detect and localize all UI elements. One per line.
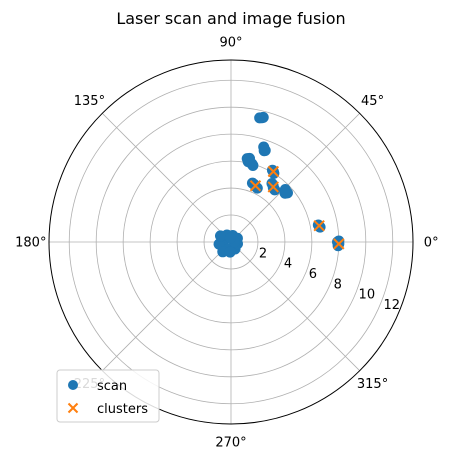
r-tick-labels: 2 4 6 8 10 12 [259,246,400,313]
r-gridline-1 [176,187,286,297]
cluster-point [267,165,280,178]
r-gridline-2 [149,160,313,324]
legend-label-clusters: clusters [97,402,148,417]
theta-gridline-5 [102,241,232,371]
scan-point [214,230,226,242]
data-marks [213,111,453,278]
cluster-point [249,180,262,192]
cluster-point [267,181,279,193]
r-tick-label: 10 [359,288,376,303]
r-tick-label: 2 [259,246,267,261]
theta-gridline-1 [230,113,360,243]
legend-marker-clusters [67,402,79,414]
r-gridline-4 [95,106,367,378]
r-tick-label: 4 [284,257,292,272]
chart-title: Laser scan and image fusion [116,9,345,28]
scan-point [224,246,236,258]
polar-frame [48,59,414,425]
legend-marker-scan [68,380,78,390]
legend: scan clusters [56,369,160,423]
scan-point [257,111,269,123]
r-tick-label: 8 [334,277,342,292]
theta-gridline-7 [230,241,360,371]
scan-point [441,265,452,276]
scan-point [279,187,291,199]
theta-tick-label: 90° [219,35,242,50]
r-gridline-0 [203,214,259,270]
r-tick-label: 12 [383,298,400,313]
cluster-point [443,264,453,274]
theta-tick-label: 45° [361,94,384,109]
cluster-point [333,238,345,250]
theta-tick-label: 0° [424,236,439,251]
scan-point [442,267,453,278]
r-tick-label: 6 [309,267,317,282]
scan-point [444,261,453,272]
scan-point [259,144,271,156]
scan-point [442,263,453,274]
scan-point [224,232,236,244]
cluster-point [313,219,325,232]
theta-tick-label: 180° [15,236,46,251]
theta-tick-label: 135° [74,94,105,109]
theta-gridline-3 [102,113,232,243]
scan-point [245,157,257,169]
legend-frame [56,369,160,423]
legend-label-scan: scan [97,379,127,394]
theta-tick-label: 315° [357,377,388,392]
r-gridline-5 [68,79,394,405]
theta-tick-label: 270° [215,436,246,451]
